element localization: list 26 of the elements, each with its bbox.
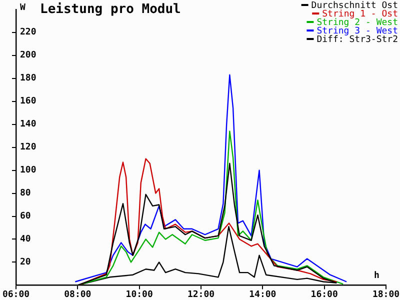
y-tick-label: 160 bbox=[20, 96, 36, 107]
y-tick-label: 220 bbox=[20, 28, 36, 38]
y-tick-label: 100 bbox=[20, 166, 36, 176]
x-tick-label: 14:00 bbox=[249, 290, 276, 300]
legend-label: String 1 - Ost bbox=[322, 9, 398, 20]
chart-title: Leistung pro Modul bbox=[40, 2, 181, 17]
y-tick-label: 180 bbox=[20, 74, 36, 84]
y-tick-label: 60 bbox=[20, 212, 31, 222]
legend-label: String 3 - West bbox=[316, 26, 398, 36]
y-tick-label: 20 bbox=[20, 258, 31, 268]
x-tick-label: 06:00 bbox=[2, 290, 30, 300]
y-tick-label: 120 bbox=[20, 142, 36, 153]
x-tick-label: 12:00 bbox=[187, 290, 215, 300]
x-tick-label: 08:00 bbox=[64, 290, 92, 300]
x-tick-label: 10:00 bbox=[126, 290, 153, 300]
legend-label: Diff: Str3-Str2 bbox=[316, 34, 398, 45]
y-tick-label: 80 bbox=[20, 188, 31, 199]
x-tick-label: 16:00 bbox=[310, 290, 338, 300]
y-tick-label: 200 bbox=[20, 50, 36, 61]
legend-label: Durchschnitt Ost bbox=[311, 0, 398, 11]
x-axis-title: h bbox=[374, 271, 380, 282]
x-tick-label: 18:00 bbox=[372, 290, 400, 300]
y-axis-title: W bbox=[20, 2, 26, 13]
y-tick-label: 140 bbox=[20, 120, 36, 130]
legend-label: String 2 - West bbox=[316, 18, 398, 28]
y-tick-label: 40 bbox=[20, 234, 31, 245]
